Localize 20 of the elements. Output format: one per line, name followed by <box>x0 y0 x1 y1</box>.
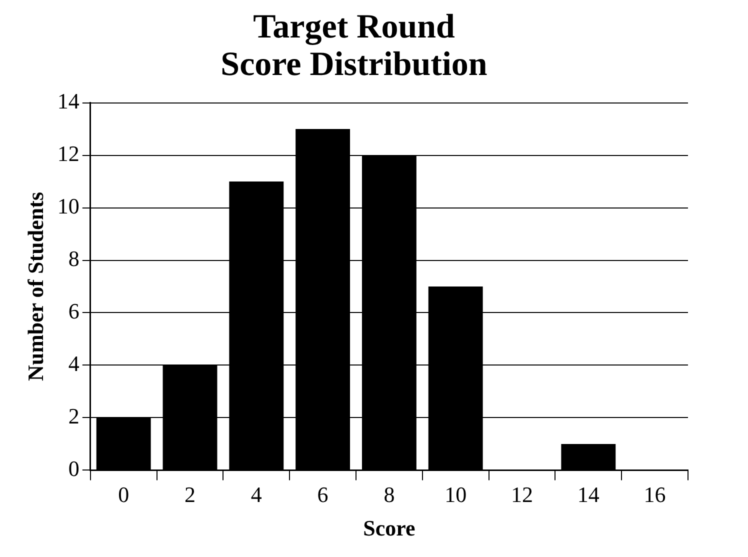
x-tick-label: 16 <box>644 482 666 508</box>
x-tick-label: 10 <box>444 482 467 508</box>
x-tick-label: 6 <box>317 482 328 508</box>
y-tick-label: 12 <box>57 141 80 166</box>
x-tick-label: 12 <box>511 482 533 508</box>
chart-title: Target Round Score Distribution <box>220 8 488 83</box>
y-tick-label: 6 <box>68 298 80 324</box>
x-tick-label: 4 <box>250 482 262 508</box>
x-tick-label: 8 <box>384 482 395 508</box>
x-tick-label: 14 <box>577 482 600 508</box>
x-tick-label: 0 <box>118 482 130 508</box>
y-tick-label: 14 <box>57 88 80 114</box>
x-axis-title: Score <box>363 515 416 540</box>
y-tick-label: 10 <box>57 194 80 219</box>
x-tick-label: 2 <box>184 482 196 508</box>
y-tick-label: 2 <box>68 403 80 428</box>
y-tick-label: 8 <box>68 246 80 272</box>
y-tick-label: 0 <box>68 456 80 481</box>
y-tick-label: 4 <box>68 351 80 376</box>
y-axis-title: Number of Students <box>22 192 48 382</box>
